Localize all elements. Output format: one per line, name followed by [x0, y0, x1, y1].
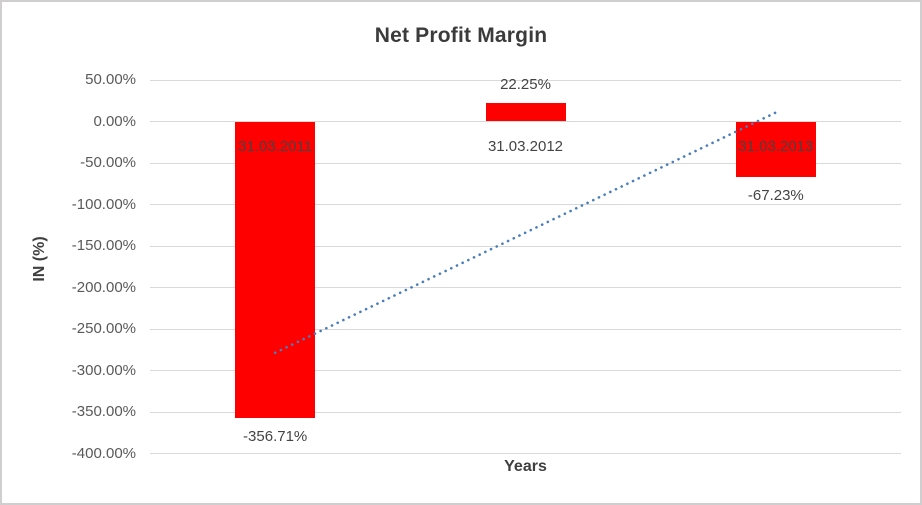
- data-label: 22.25%: [500, 76, 551, 94]
- gridline: [150, 453, 901, 454]
- y-axis-tick-label: -200.00%: [71, 278, 136, 296]
- category-label: 31.03.2013: [738, 137, 814, 155]
- category-label: 31.03.2012: [487, 137, 564, 155]
- y-axis-tick-label: 0.00%: [93, 112, 136, 130]
- y-axis-tick-label: -300.00%: [71, 361, 136, 379]
- data-label: -67.23%: [747, 187, 804, 205]
- chart-title: Net Profit Margin: [374, 24, 548, 47]
- bar: [735, 121, 816, 178]
- y-axis-tick-label: -350.00%: [71, 403, 136, 420]
- y-axis-tick-label: -100.00%: [71, 195, 136, 213]
- x-axis-title: Years: [504, 458, 547, 475]
- data-label: -356.71%: [243, 427, 308, 445]
- gridline: [150, 162, 901, 164]
- bar: [485, 103, 566, 122]
- gridline: [150, 287, 901, 288]
- gridline: [150, 245, 901, 247]
- gridline: [150, 79, 901, 81]
- y-axis-tick-label: -250.00%: [71, 320, 136, 337]
- category-label: 31.03.2011: [238, 137, 313, 155]
- gridline: [150, 204, 901, 205]
- gridline: [150, 370, 901, 371]
- gridline: [150, 411, 901, 413]
- y-axis-tick-label: -400.00%: [71, 444, 136, 462]
- y-axis-tick-label: -150.00%: [71, 237, 136, 254]
- gridline: [150, 121, 901, 122]
- trendline: [273, 111, 778, 355]
- y-axis-tick-label: -50.00%: [80, 154, 136, 171]
- gridline: [150, 328, 901, 330]
- bar: [235, 121, 316, 418]
- y-axis-tick-label: 50.00%: [85, 71, 136, 88]
